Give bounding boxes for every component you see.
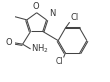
Text: O: O — [6, 38, 12, 47]
Text: N: N — [49, 9, 55, 18]
Text: Cl: Cl — [70, 13, 78, 22]
Text: O: O — [33, 2, 39, 11]
Text: Cl: Cl — [55, 57, 63, 66]
Text: NH$_2$: NH$_2$ — [31, 43, 49, 55]
